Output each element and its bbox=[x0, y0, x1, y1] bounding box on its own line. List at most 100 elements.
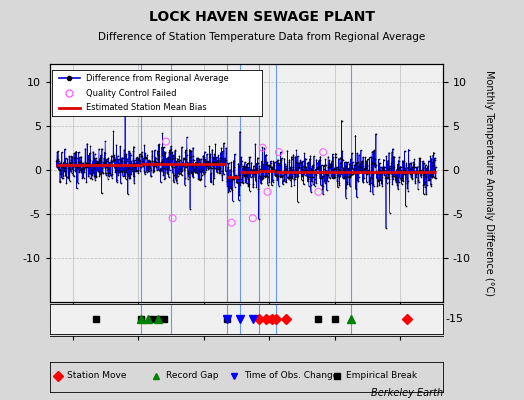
Point bbox=[311, 170, 319, 176]
Point bbox=[102, 164, 111, 170]
Point bbox=[195, 156, 203, 163]
Point bbox=[245, 180, 253, 187]
Point bbox=[291, 167, 300, 174]
Point bbox=[125, 175, 134, 181]
Point bbox=[334, 164, 343, 170]
Point bbox=[351, 162, 359, 168]
Point bbox=[235, 192, 244, 198]
Point bbox=[315, 170, 324, 176]
Point bbox=[278, 173, 287, 179]
Point bbox=[68, 159, 77, 166]
Point bbox=[343, 181, 352, 187]
Point bbox=[329, 168, 337, 174]
Point bbox=[113, 166, 122, 173]
Point bbox=[403, 164, 412, 170]
Point bbox=[409, 159, 418, 165]
Point bbox=[292, 159, 300, 165]
Point bbox=[107, 153, 116, 159]
Point bbox=[399, 163, 407, 169]
Point bbox=[167, 164, 176, 170]
Point bbox=[365, 168, 373, 175]
Point bbox=[207, 170, 215, 176]
Point bbox=[179, 163, 188, 170]
Point bbox=[189, 144, 197, 151]
Point bbox=[189, 174, 198, 180]
Point bbox=[419, 158, 427, 164]
Point bbox=[170, 164, 178, 170]
Point bbox=[156, 168, 164, 174]
Point bbox=[300, 163, 308, 169]
Point bbox=[258, 163, 267, 170]
Point bbox=[380, 167, 389, 174]
Point bbox=[141, 171, 149, 178]
Point bbox=[353, 170, 362, 176]
Point bbox=[377, 174, 386, 180]
Point bbox=[117, 169, 126, 176]
Point bbox=[394, 186, 402, 192]
Point bbox=[106, 170, 114, 176]
Point bbox=[424, 170, 433, 176]
Point bbox=[219, 162, 227, 168]
Point bbox=[184, 174, 193, 180]
Point bbox=[294, 172, 302, 179]
Point bbox=[70, 155, 78, 162]
Point bbox=[93, 159, 102, 166]
Point bbox=[77, 161, 85, 168]
Point bbox=[63, 161, 72, 167]
Point bbox=[305, 166, 313, 172]
Point bbox=[92, 173, 101, 180]
Point bbox=[123, 158, 131, 165]
Point bbox=[80, 166, 88, 172]
Point bbox=[128, 162, 136, 168]
Point bbox=[205, 154, 214, 160]
Point bbox=[408, 175, 416, 182]
Point bbox=[69, 166, 77, 173]
Point bbox=[284, 175, 292, 181]
Point bbox=[293, 174, 301, 180]
Point bbox=[331, 170, 340, 176]
Point bbox=[101, 149, 109, 156]
Point bbox=[402, 162, 410, 168]
Point bbox=[83, 164, 92, 170]
Point bbox=[202, 163, 211, 169]
Point bbox=[120, 159, 128, 165]
Point bbox=[352, 165, 361, 172]
Text: Estimated Station Mean Bias: Estimated Station Mean Bias bbox=[86, 103, 206, 112]
Point bbox=[431, 164, 440, 171]
Point bbox=[59, 167, 67, 173]
Point bbox=[231, 151, 239, 157]
Point bbox=[358, 178, 367, 185]
Point bbox=[105, 161, 114, 167]
Point bbox=[171, 161, 179, 167]
Point bbox=[264, 181, 272, 188]
Point bbox=[253, 160, 261, 167]
Point bbox=[223, 182, 232, 189]
Point bbox=[56, 160, 64, 166]
Point bbox=[220, 140, 228, 146]
Point bbox=[319, 173, 327, 180]
Point bbox=[422, 165, 431, 171]
Point bbox=[110, 156, 118, 163]
Point bbox=[320, 178, 329, 184]
Point bbox=[219, 148, 227, 154]
Point bbox=[260, 168, 269, 175]
Point bbox=[319, 149, 328, 155]
Point bbox=[294, 164, 302, 170]
Point bbox=[430, 166, 439, 172]
Point bbox=[158, 144, 166, 150]
Point bbox=[88, 176, 96, 182]
Point bbox=[135, 162, 144, 169]
Point bbox=[401, 167, 409, 173]
Point bbox=[426, 176, 434, 182]
Point bbox=[174, 158, 182, 164]
Point bbox=[265, 166, 274, 172]
Point bbox=[392, 168, 400, 174]
Point bbox=[236, 128, 244, 135]
Point bbox=[356, 161, 364, 167]
Point bbox=[150, 168, 158, 174]
Point bbox=[292, 147, 301, 153]
Point bbox=[342, 184, 351, 191]
Point bbox=[377, 180, 386, 186]
Point bbox=[62, 160, 70, 167]
Point bbox=[61, 155, 70, 161]
